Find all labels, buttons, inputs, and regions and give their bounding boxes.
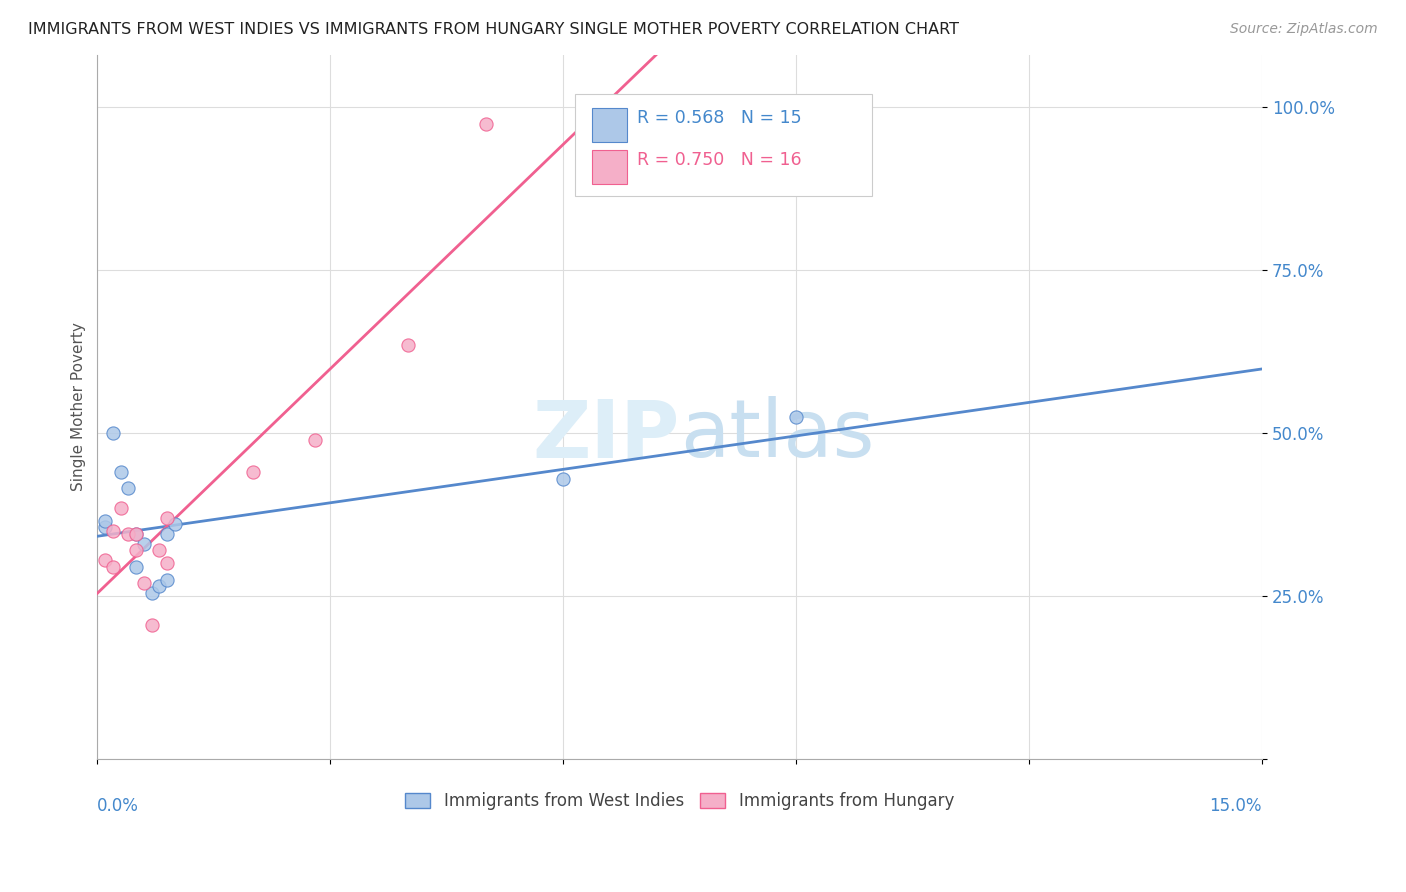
- Point: [156, 510, 179, 524]
- FancyBboxPatch shape: [592, 108, 627, 142]
- FancyBboxPatch shape: [575, 94, 872, 196]
- Point: [148, 579, 170, 593]
- Point: [101, 425, 124, 440]
- Point: [553, 472, 575, 486]
- Point: [163, 517, 186, 532]
- Point: [132, 575, 155, 590]
- Point: [132, 537, 155, 551]
- FancyBboxPatch shape: [592, 150, 627, 184]
- Point: [125, 543, 148, 558]
- Point: [785, 409, 807, 424]
- Point: [125, 527, 148, 541]
- Point: [148, 543, 170, 558]
- Point: [141, 585, 163, 599]
- Legend: Immigrants from West Indies, Immigrants from Hungary: Immigrants from West Indies, Immigrants …: [405, 792, 955, 810]
- Text: 15.0%: 15.0%: [1209, 797, 1263, 815]
- Point: [242, 465, 264, 479]
- Point: [101, 524, 124, 538]
- Text: ZIP: ZIP: [533, 396, 679, 475]
- Point: [125, 559, 148, 574]
- Point: [117, 482, 139, 496]
- Point: [396, 338, 419, 352]
- Text: IMMIGRANTS FROM WEST INDIES VS IMMIGRANTS FROM HUNGARY SINGLE MOTHER POVERTY COR: IMMIGRANTS FROM WEST INDIES VS IMMIGRANT…: [28, 22, 959, 37]
- Text: R = 0.750   N = 16: R = 0.750 N = 16: [637, 152, 801, 169]
- Point: [94, 514, 117, 528]
- Text: atlas: atlas: [679, 396, 875, 475]
- Point: [94, 520, 117, 534]
- Point: [304, 433, 326, 447]
- Point: [156, 527, 179, 541]
- Text: Source: ZipAtlas.com: Source: ZipAtlas.com: [1230, 22, 1378, 37]
- Point: [110, 500, 132, 515]
- Text: 0.0%: 0.0%: [97, 797, 139, 815]
- Y-axis label: Single Mother Poverty: Single Mother Poverty: [72, 323, 86, 491]
- Point: [474, 117, 496, 131]
- Point: [156, 557, 179, 571]
- Point: [125, 527, 148, 541]
- Point: [117, 527, 139, 541]
- Point: [141, 618, 163, 632]
- Point: [156, 573, 179, 587]
- Text: R = 0.568   N = 15: R = 0.568 N = 15: [637, 109, 801, 127]
- Point: [94, 553, 117, 567]
- Point: [110, 465, 132, 479]
- Point: [101, 559, 124, 574]
